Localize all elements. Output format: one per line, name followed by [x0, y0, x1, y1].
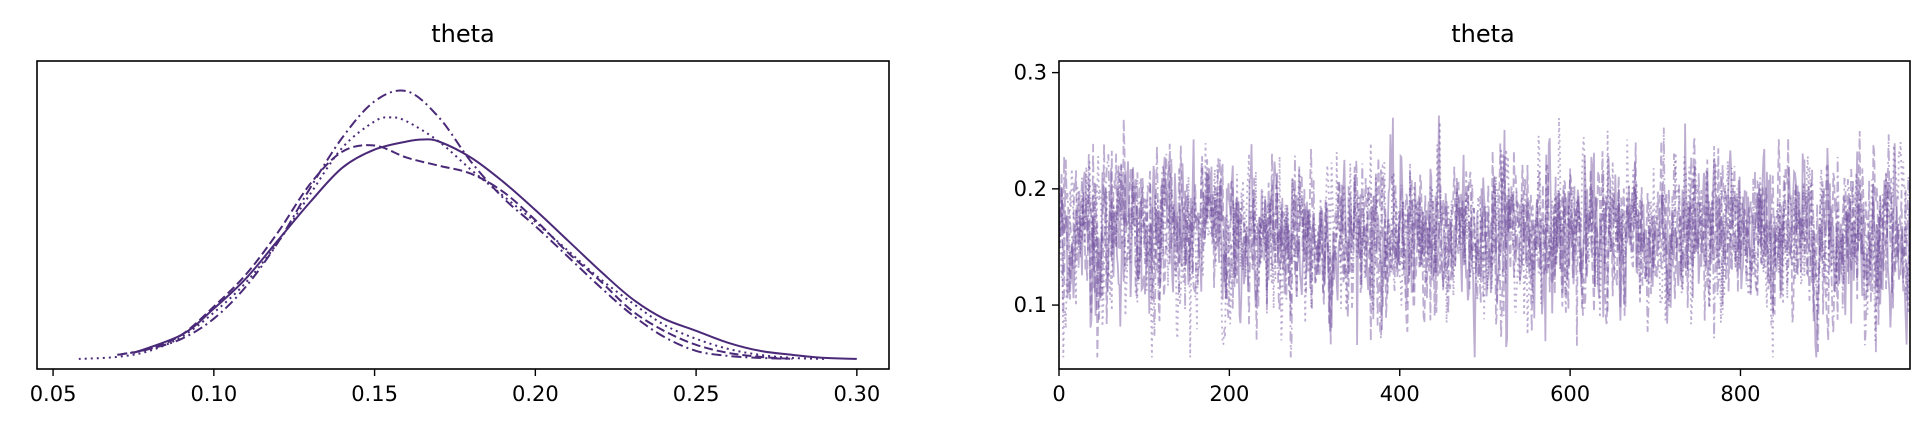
trace-y-ticks: 0.1 0.2 0.3: [1014, 61, 1059, 317]
trace-y-tick-label: 0.3: [1014, 61, 1047, 85]
trace-x-tick-label: 800: [1720, 382, 1760, 406]
trace-axes-frame: [1058, 60, 1911, 370]
trace-x-tick-label: 600: [1550, 382, 1590, 406]
trace-panel: theta 0 200 400 600 800 0.1 0.2 0.3: [1014, 20, 1911, 406]
trace-y-tick-label: 0.2: [1014, 177, 1047, 201]
trace-y-tick-label: 0.1: [1014, 293, 1047, 317]
trace-x-ticks: 0 200 400 600 800: [1052, 369, 1761, 406]
density-x-tick-label: 0.05: [30, 382, 77, 406]
density-lines: [78, 89, 857, 360]
density-x-tick-label: 0.15: [351, 382, 398, 406]
density-series-dashed: [117, 144, 793, 360]
trace-x-tick-label: 200: [1209, 382, 1249, 406]
density-x-ticks: 0.05 0.10 0.15 0.20 0.25 0.30: [30, 369, 880, 406]
density-x-tick-label: 0.30: [833, 382, 880, 406]
trace-chain-dashed: [1059, 119, 1910, 358]
density-x-tick-label: 0.25: [673, 382, 720, 406]
trace-chain-dashdot: [1059, 127, 1910, 358]
trace-title: theta: [1451, 20, 1515, 48]
density-series-dotted: [78, 116, 825, 360]
density-x-tick-label: 0.20: [512, 382, 559, 406]
density-series-dashdot: [117, 89, 793, 360]
density-series-solid: [133, 138, 857, 360]
trace-x-tick-label: 0: [1052, 382, 1065, 406]
density-panel: theta 0.05 0.10 0.15 0.20 0.25 0.30: [30, 20, 890, 406]
density-x-tick-label: 0.10: [190, 382, 237, 406]
density-title: theta: [431, 20, 495, 48]
trace-chain-solid: [1059, 115, 1910, 358]
trace-chain-dotted: [1059, 117, 1910, 358]
density-axes-frame: [36, 60, 890, 370]
trace-lines: [1059, 115, 1910, 358]
trace-x-tick-label: 400: [1380, 382, 1420, 406]
